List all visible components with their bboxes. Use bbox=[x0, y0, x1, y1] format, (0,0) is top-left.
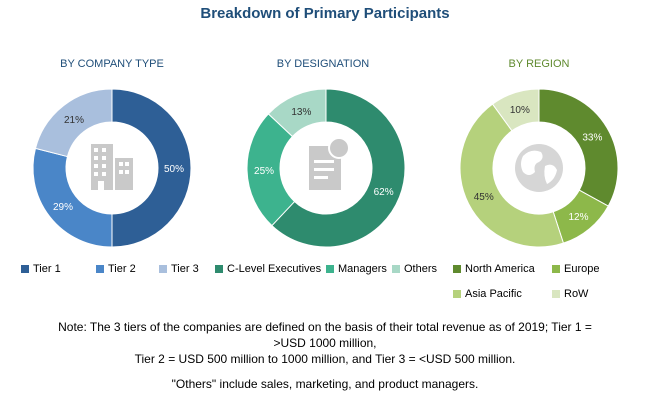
data-label: 10% bbox=[510, 105, 530, 116]
legend-item-managers: Managers bbox=[326, 263, 387, 275]
legend-item-tier-1: Tier 1 bbox=[21, 263, 61, 275]
legend-swatch bbox=[21, 265, 29, 273]
data-label: 33% bbox=[582, 132, 602, 143]
data-label: 13% bbox=[291, 107, 311, 118]
legend-label: North America bbox=[465, 263, 535, 275]
donut-chart-designation: BY DESIGNATION 62% 25% 13% bbox=[246, 58, 406, 248]
legend-label: Asia Pacific bbox=[465, 288, 522, 300]
donut-slice-c-level-executives bbox=[271, 88, 406, 248]
charts-svg: BY COMPANY TYPE 50% 29% 21% BY DESIGNATION… bbox=[32, 58, 619, 248]
donut-slice-tier-2 bbox=[32, 147, 113, 248]
legend-label: Europe bbox=[564, 263, 600, 275]
legend-swatch bbox=[453, 290, 461, 298]
note-line-1: Note: The 3 tiers of the companies are d… bbox=[58, 320, 592, 334]
legend-swatch bbox=[552, 265, 560, 273]
legend-item-c-level: C-Level Executives bbox=[215, 263, 321, 275]
legend-label: Others bbox=[404, 263, 438, 275]
donut-slice-others bbox=[267, 88, 327, 138]
note-line-3: Tier 2 = USD 500 million to 1000 million… bbox=[134, 352, 516, 366]
document-icon bbox=[309, 137, 350, 190]
legend-swatch bbox=[453, 265, 461, 273]
note-line-4: "Others" include sales, marketing, and p… bbox=[171, 377, 479, 391]
data-label: 12% bbox=[569, 212, 589, 223]
legend-swatch bbox=[552, 290, 560, 298]
data-label: 21% bbox=[64, 115, 84, 126]
data-label: 45% bbox=[474, 192, 494, 203]
chart-title-region: BY REGION bbox=[509, 58, 570, 70]
legend-item-row: RoW bbox=[552, 288, 588, 300]
chart-title-company-type: BY COMPANY TYPE bbox=[60, 58, 164, 70]
legend-swatch bbox=[159, 265, 167, 273]
legend-swatch bbox=[326, 265, 334, 273]
building-icon bbox=[91, 144, 133, 190]
donut-chart-company-type: BY COMPANY TYPE 50% 29% 21% bbox=[32, 58, 192, 248]
donut-chart-region: BY REGION 33% 12% 45% 10% bbox=[459, 58, 619, 248]
legend-item-tier-3: Tier 3 bbox=[159, 263, 199, 275]
data-label: 25% bbox=[254, 166, 274, 177]
data-label: 29% bbox=[53, 202, 73, 213]
slices-region: 33% 12% 45% 10% bbox=[459, 88, 619, 248]
legend-item-europe: Europe bbox=[552, 263, 599, 275]
slices-company-type: 50% 29% 21% bbox=[32, 88, 192, 248]
donut-slice-asia-pacific bbox=[459, 103, 565, 248]
legend-swatch bbox=[392, 265, 400, 273]
donut-slice-tier-3 bbox=[34, 88, 113, 158]
donut-slice-north-america bbox=[538, 88, 619, 207]
legend-label: Tier 1 bbox=[33, 263, 61, 275]
data-label: 50% bbox=[164, 164, 184, 175]
legend-swatch bbox=[215, 265, 223, 273]
legend-item-asia-pacific: Asia Pacific bbox=[453, 288, 522, 300]
note-line-2: >USD 1000 million, bbox=[273, 336, 377, 350]
globe-icon bbox=[515, 144, 563, 192]
legend-label: RoW bbox=[564, 288, 589, 300]
legend-label: Managers bbox=[338, 263, 387, 275]
donut-slice-tier-1 bbox=[111, 88, 192, 248]
legend-item-tier-2: Tier 2 bbox=[96, 263, 136, 275]
legend-label: C-Level Executives bbox=[227, 263, 322, 275]
legend-swatch bbox=[96, 265, 104, 273]
legend-item-north-america: North America bbox=[453, 263, 535, 275]
slices-designation: 62% 25% 13% bbox=[246, 88, 406, 248]
legend-label: Tier 2 bbox=[108, 263, 136, 275]
donut-slice-row bbox=[491, 88, 540, 132]
legend-label: Tier 3 bbox=[171, 263, 199, 275]
chart-title-designation: BY DESIGNATION bbox=[277, 58, 370, 70]
page-title: Breakdown of Primary Participants bbox=[200, 5, 450, 22]
data-label: 62% bbox=[374, 187, 394, 198]
legend-item-others: Others bbox=[392, 263, 437, 275]
